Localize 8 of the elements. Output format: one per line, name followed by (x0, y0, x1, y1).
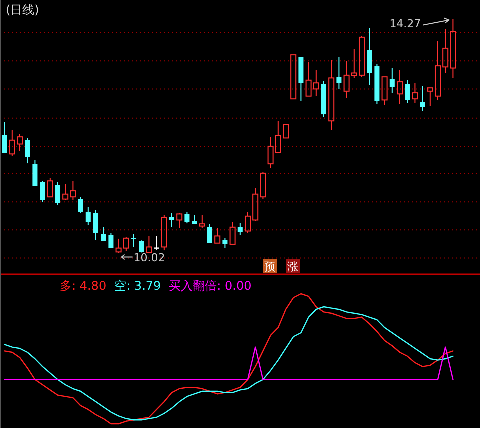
badge: 涨 (286, 259, 300, 274)
annotation: 10.02 (134, 251, 166, 264)
text: 多: 4.80 (60, 279, 107, 293)
chart-title: (日线) (6, 3, 40, 17)
text: 空: 3.79 (114, 279, 162, 293)
badge: 预 (263, 259, 277, 274)
text: 买入翻倍: 0.00 (169, 279, 252, 293)
annotation: 14.27 (390, 17, 422, 30)
